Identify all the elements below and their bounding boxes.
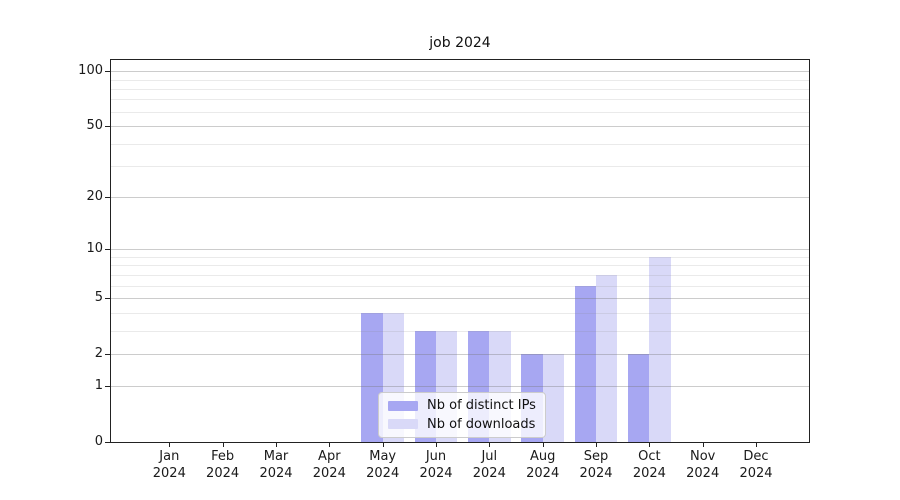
x-tick-label-month: May <box>369 449 397 464</box>
legend-label-distinct-ips: Nb of distinct IPs <box>427 398 536 414</box>
x-tick-label: Jun 2024 <box>394 449 478 482</box>
legend-item-distinct-ips: Nb of distinct IPs <box>388 398 536 413</box>
x-tick-label-year: 2024 <box>739 465 773 481</box>
x-tick-label-month: Apr <box>318 449 341 464</box>
x-tick-label-month: Jul <box>481 449 498 464</box>
x-tick <box>276 442 277 447</box>
x-tick-label-month: Aug <box>529 449 556 464</box>
x-tick-label-year: 2024 <box>152 465 186 481</box>
x-tick-label-year: 2024 <box>419 465 453 481</box>
x-tick-label: May 2024 <box>341 449 425 482</box>
y-tick-label: 20 <box>86 189 103 205</box>
y-tick-label: 5 <box>94 290 103 305</box>
legend-label-downloads: Nb of downloads <box>427 416 536 432</box>
x-tick-label-month: Nov <box>690 449 716 464</box>
plot-area: Nb of distinct IPs Nb of downloads <box>110 59 810 443</box>
bars-layer <box>111 60 809 442</box>
y-tick <box>105 126 110 127</box>
x-tick-label: Nov 2024 <box>661 449 745 482</box>
y-tick-label: 100 <box>78 63 103 79</box>
x-tick-label: Oct 2024 <box>607 449 691 482</box>
x-tick-label-year: 2024 <box>579 465 613 481</box>
x-tick <box>489 442 491 447</box>
legend: Nb of distinct IPs Nb of downloads <box>378 392 546 438</box>
y-tick <box>105 442 110 443</box>
chart-title: job 2024 <box>429 35 491 51</box>
x-tick <box>329 442 331 447</box>
bar-downloads <box>649 257 671 442</box>
x-tick-label-year: 2024 <box>632 465 666 481</box>
bar-distinct-ips <box>361 312 383 442</box>
y-tick-label: 1 <box>94 378 103 394</box>
y-tick-label: 0 <box>94 434 103 449</box>
y-tick-label: 2 <box>94 345 103 361</box>
x-tick-label-year: 2024 <box>312 465 346 481</box>
x-tick-label: Aug 2024 <box>501 449 585 482</box>
x-tick-label-year: 2024 <box>206 465 240 481</box>
y-tick <box>105 353 110 355</box>
x-tick-label: Mar 2024 <box>234 449 318 482</box>
y-tick <box>105 298 110 299</box>
bar-distinct-ips <box>628 353 650 442</box>
bar-downloads <box>542 353 564 442</box>
x-tick <box>702 442 704 447</box>
x-tick <box>649 442 651 447</box>
x-tick-label-month: Jun <box>425 449 447 464</box>
x-tick <box>756 442 757 447</box>
x-tick-label-year: 2024 <box>366 465 400 481</box>
x-tick-label-year: 2024 <box>686 465 720 481</box>
x-tick-label-year: 2024 <box>526 465 560 481</box>
legend-swatch-downloads <box>388 419 418 430</box>
y-tick-label: 10 <box>86 241 103 257</box>
bar-distinct-ips <box>574 285 596 442</box>
y-tick <box>105 249 110 251</box>
y-tick <box>105 71 110 73</box>
x-tick <box>169 442 171 447</box>
x-tick-label: Sep 2024 <box>554 449 638 482</box>
x-tick <box>382 442 384 447</box>
x-tick <box>222 442 224 447</box>
x-tick-label: Jul 2024 <box>447 449 531 482</box>
bar-downloads <box>596 274 618 442</box>
x-tick-label-month: Sep <box>583 449 609 464</box>
x-tick-label: Dec 2024 <box>714 449 798 482</box>
x-tick-label: Jan 2024 <box>127 449 211 482</box>
x-tick-label-month: Jan <box>159 449 180 464</box>
x-tick-label-month: Oct <box>638 449 661 464</box>
x-tick-label-year: 2024 <box>259 465 293 481</box>
x-tick-label-month: Mar <box>263 449 289 464</box>
x-tick-label-year: 2024 <box>472 465 506 481</box>
x-tick <box>436 442 437 447</box>
y-tick-label: 50 <box>86 118 103 133</box>
y-tick <box>105 197 110 199</box>
x-tick <box>596 442 597 447</box>
legend-swatch-distinct-ips <box>388 400 418 411</box>
y-tick <box>105 386 110 388</box>
x-tick-label-month: Feb <box>211 449 235 464</box>
x-tick <box>542 442 544 447</box>
legend-item-downloads: Nb of downloads <box>388 417 536 432</box>
x-tick-label: Feb 2024 <box>181 449 265 482</box>
x-tick-label: Apr 2024 <box>287 449 371 482</box>
x-tick-label-month: Dec <box>743 449 769 464</box>
